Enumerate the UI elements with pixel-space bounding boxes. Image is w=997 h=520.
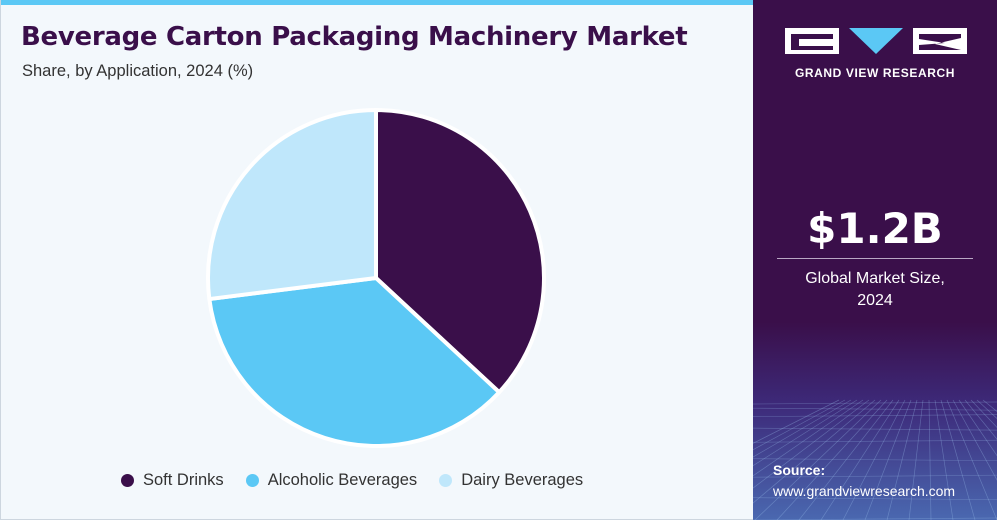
legend-item-alcoholic-beverages: Alcoholic Beverages <box>245 470 418 490</box>
chart-legend: Soft Drinks Alcoholic Beverages Dairy Be… <box>121 468 605 492</box>
grid-line <box>964 399 997 440</box>
summary-sidebar: GRAND VIEW RESEARCH $1.2B Global Market … <box>753 0 997 520</box>
grid-line <box>753 399 852 458</box>
grid-line <box>886 399 918 520</box>
source-label: Source: <box>773 462 826 478</box>
grid-line <box>940 399 976 520</box>
chart-subtitle: Share, by Application, 2024 (%) <box>22 62 254 80</box>
market-size-caption: Global Market Size, 2024 <box>753 268 997 312</box>
grid-line <box>970 399 997 428</box>
pie-slice-alcoholic-beverages <box>207 276 502 449</box>
grid-line <box>753 414 997 417</box>
legend-label-alcoholic-beverages: Alcoholic Beverages <box>267 470 418 489</box>
grid-line <box>753 399 864 477</box>
grid-line <box>958 399 997 457</box>
grid-line <box>753 427 997 431</box>
grand-view-research-logo <box>785 28 967 54</box>
grid-line <box>952 399 997 481</box>
legend-item-soft-drinks: Soft Drinks <box>121 471 224 490</box>
legend-label-soft-drinks: Soft Drinks <box>143 470 224 489</box>
pie-slice-soft-drinks <box>374 108 546 395</box>
decorative-grid-graphic <box>753 399 997 520</box>
grid-line <box>982 399 997 412</box>
grid-line <box>946 399 997 520</box>
grid-line <box>753 401 997 405</box>
chart-panel: Beverage Carton Packaging Machinery Mark… <box>0 0 754 520</box>
chart-title: Beverage Carton Packaging Machinery Mark… <box>21 22 688 52</box>
market-size-caption-line1: Global Market Size, <box>805 270 945 287</box>
top-accent-bar <box>1 0 754 5</box>
grid-line <box>864 399 912 520</box>
grid-line <box>934 399 954 520</box>
grid-line <box>753 474 997 478</box>
grid-line <box>928 399 932 520</box>
grid-line <box>753 458 997 462</box>
grid-line <box>820 399 900 520</box>
grid-line <box>842 399 906 520</box>
grid-line <box>908 399 924 520</box>
market-size-value: $1.2B <box>807 204 943 253</box>
grid-line <box>753 399 870 489</box>
grid-line <box>776 399 888 520</box>
grid-line <box>754 399 882 520</box>
grid-line <box>753 439 997 443</box>
divider <box>777 258 973 259</box>
pie-chart <box>205 108 546 449</box>
grid-line <box>753 407 997 411</box>
source-url[interactable]: www.grandviewresearch.com <box>773 483 956 499</box>
legend-item-dairy-beverages: Dairy Beverages <box>439 471 583 490</box>
grid-line <box>798 399 894 520</box>
legend-swatch-dairy-beverages <box>439 473 453 487</box>
grid-line <box>753 399 840 444</box>
grid-line <box>753 399 858 467</box>
grid-line <box>753 497 997 501</box>
grid-line <box>753 399 846 451</box>
legend-swatch-alcoholic-beverages <box>245 473 259 487</box>
legend-swatch-soft-drinks <box>121 473 134 487</box>
pie-slice-dairy-beverages <box>205 108 378 302</box>
legend-label-dairy-beverages: Dairy Beverages <box>461 470 584 489</box>
grid-line <box>753 399 876 504</box>
brand-name: GRAND VIEW RESEARCH <box>794 66 956 80</box>
market-size-caption-line2: 2024 <box>857 292 893 309</box>
